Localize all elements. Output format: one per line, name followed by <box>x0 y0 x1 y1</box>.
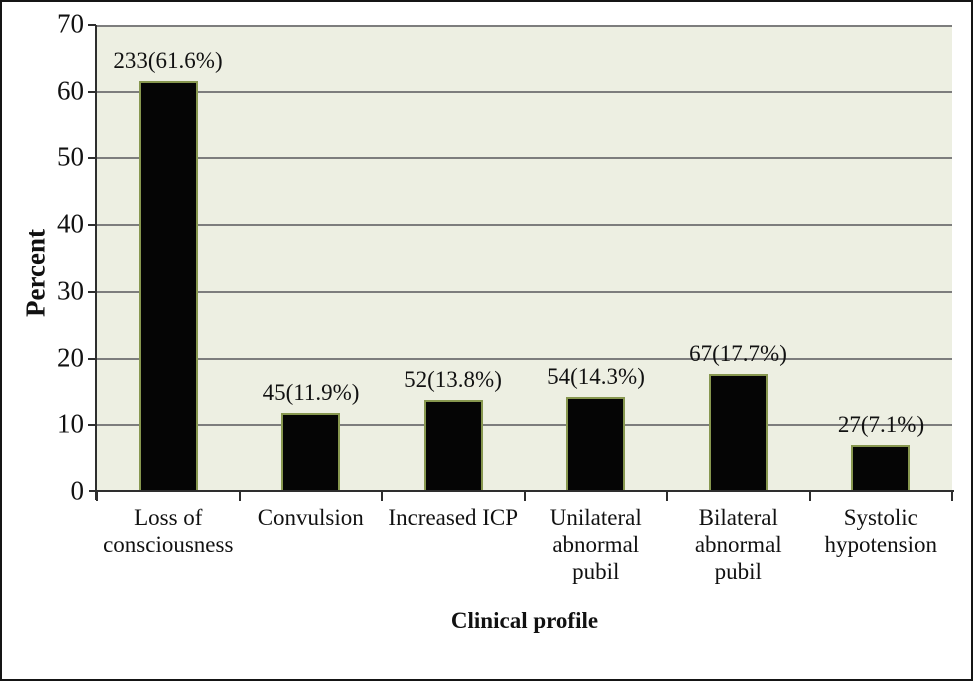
y-tick-label: 50 <box>57 141 84 172</box>
y-tick-label: 70 <box>57 8 84 39</box>
y-tick-mark <box>88 91 96 93</box>
bar <box>709 374 768 492</box>
bar <box>566 397 625 492</box>
y-tick-mark <box>88 224 96 226</box>
x-category-label: Bilateral abnormal pubil <box>694 505 782 584</box>
x-tick-mark <box>809 492 811 501</box>
x-category-label: Unilateral abnormal pubil <box>549 505 642 584</box>
x-tick-mark <box>524 492 526 501</box>
y-tick-label: 20 <box>57 342 84 373</box>
bar-value-label: 233(61.6%) <box>113 48 223 73</box>
y-tick-label: 40 <box>57 208 84 239</box>
gridline <box>97 157 952 159</box>
y-axis-line <box>95 25 97 500</box>
bar-value-label: 27(7.1%) <box>837 412 925 437</box>
x-category-label: Increased ICP <box>388 505 519 530</box>
bar <box>424 400 483 492</box>
bar-value-label: 52(13.8%) <box>404 367 502 392</box>
y-tick-mark <box>88 358 96 360</box>
y-tick-mark <box>88 291 96 293</box>
bar <box>139 81 198 492</box>
bar-value-label: 45(11.9%) <box>262 380 360 405</box>
gridline <box>97 291 952 293</box>
y-tick-label: 10 <box>57 408 84 439</box>
x-tick-mark <box>666 492 668 501</box>
y-tick-mark <box>88 424 96 426</box>
gridline <box>97 224 952 226</box>
bar-value-label: 67(17.7%) <box>689 341 787 366</box>
bar-value-label: 54(14.3%) <box>547 364 645 389</box>
x-tick-mark <box>381 492 383 501</box>
x-tick-mark <box>96 492 98 501</box>
x-category-label: Loss of consciousness <box>103 505 234 557</box>
y-tick-label: 30 <box>57 275 84 306</box>
x-category-label: Convulsion <box>257 505 364 530</box>
bar <box>281 413 340 492</box>
gridline <box>97 25 952 27</box>
x-tick-mark <box>951 492 953 501</box>
x-axis-line <box>89 490 954 492</box>
gridline <box>97 424 952 426</box>
bar <box>851 445 910 492</box>
x-category-label: Systolic hypotension <box>824 505 937 557</box>
y-tick-label: 0 <box>70 475 85 506</box>
y-tick-mark <box>88 157 96 159</box>
x-category-labels: Loss of consciousness Convulsion Increased… <box>97 504 952 585</box>
gridline <box>97 358 952 360</box>
y-tick-mark <box>88 24 96 26</box>
gridline <box>97 91 952 93</box>
y-tick-label: 60 <box>57 75 84 106</box>
plot-area: 233(61.6%) 45(11.9%) 52(13.8%) 54(14.3%) 67(… <box>97 25 952 492</box>
x-tick-mark <box>239 492 241 501</box>
x-axis-title: Clinical profile <box>450 608 599 633</box>
